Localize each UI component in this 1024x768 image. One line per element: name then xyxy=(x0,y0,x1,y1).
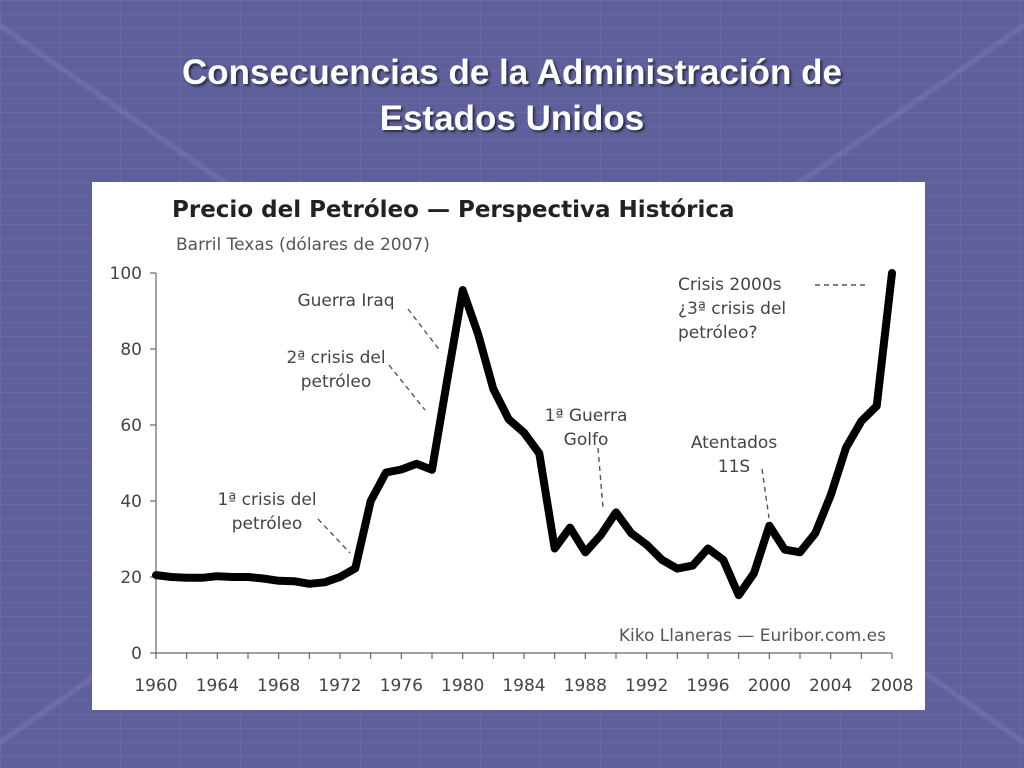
y-tick-label: 60 xyxy=(120,416,142,436)
x-tick-label: 1996 xyxy=(686,676,729,696)
annotation: 1ª Guerra Golfo xyxy=(545,406,628,509)
slide-title-line-1: Consecuencias de la Administración de xyxy=(181,53,842,92)
axes: 0 20 40 60 80 100 1960 1964 1968 1972 1976 1980 1984… xyxy=(110,264,914,696)
x-tick-label: 2008 xyxy=(870,676,913,696)
annotation-text: petróleo xyxy=(232,514,303,534)
x-tick-label: 1992 xyxy=(625,676,668,696)
annotation-text: Atentados xyxy=(691,433,778,453)
y-tick-label: 40 xyxy=(120,492,142,512)
chart-title: Precio del Petróleo — Perspectiva Histór… xyxy=(172,197,735,223)
annotation-leader xyxy=(388,364,426,411)
chart-panel: Precio del Petróleo — Perspectiva Histór… xyxy=(92,182,925,710)
annotation-leader xyxy=(761,468,770,519)
annotation-leader xyxy=(317,518,351,554)
annotation-text: Crisis 2000s xyxy=(678,275,782,295)
annotation-text: 1ª crisis del xyxy=(217,490,316,510)
annotation-text: petróleo? xyxy=(678,323,758,343)
annotation-leader xyxy=(597,447,604,509)
slide-title-line-2: Estados Unidos xyxy=(379,99,645,138)
annotation-text: Guerra Iraq xyxy=(297,291,394,311)
annotations: 1ª crisis del petróleo 2ª crisis del petról… xyxy=(217,275,868,554)
x-tick-label: 1960 xyxy=(134,676,177,696)
oil-price-chart: Precio del Petróleo — Perspectiva Histór… xyxy=(110,197,914,696)
x-tick-label: 1972 xyxy=(318,676,361,696)
x-tick-label: 1976 xyxy=(380,676,423,696)
annotation-text: ¿3ª crisis del xyxy=(678,299,786,319)
series-line xyxy=(152,269,896,600)
annotation: Crisis 2000s ¿3ª crisis del petróleo? xyxy=(678,275,868,343)
y-tick-label: 20 xyxy=(120,568,142,588)
annotation-text: 1ª Guerra xyxy=(545,406,628,426)
annotation: Guerra Iraq xyxy=(297,291,442,353)
chart-source: Kiko Llaneras — Euribor.com.es xyxy=(619,626,886,646)
x-tick-label: 1980 xyxy=(441,676,484,696)
annotation-leader xyxy=(407,308,442,353)
x-tick-label: 1964 xyxy=(196,676,239,696)
annotation: 1ª crisis del petróleo xyxy=(217,490,351,554)
y-tick-label: 0 xyxy=(131,644,142,664)
chart-subtitle: Barril Texas (dólares de 2007) xyxy=(176,235,430,255)
x-tick-label: 2000 xyxy=(748,676,791,696)
x-tick-label: 1968 xyxy=(257,676,300,696)
y-tick-label: 80 xyxy=(120,340,142,360)
annotation-text: 2ª crisis del xyxy=(286,348,385,368)
x-tick-label: 1984 xyxy=(502,676,545,696)
x-tick-label: 1988 xyxy=(564,676,607,696)
annotation-text: 11S xyxy=(718,457,750,477)
slide-title: Consecuencias de la Administración de Es… xyxy=(62,50,962,142)
annotation: 2ª crisis del petróleo xyxy=(286,348,426,411)
annotation-text: petróleo xyxy=(301,372,372,392)
x-tick-label: 2004 xyxy=(809,676,852,696)
annotation: Atentados 11S xyxy=(691,433,778,519)
y-tick-label: 100 xyxy=(110,264,142,284)
annotation-text: Golfo xyxy=(564,430,609,450)
